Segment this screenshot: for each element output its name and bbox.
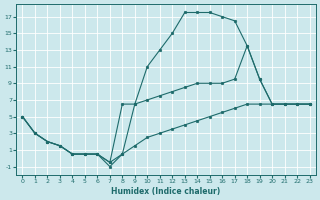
X-axis label: Humidex (Indice chaleur): Humidex (Indice chaleur) (111, 187, 221, 196)
